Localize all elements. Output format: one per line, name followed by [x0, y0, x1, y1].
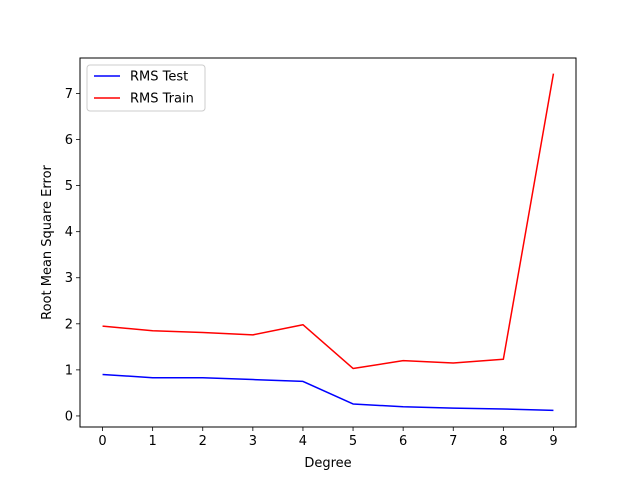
legend-label-2: RMS Train	[130, 92, 194, 107]
y-tick-label: 1	[65, 363, 73, 378]
x-tick-label: 3	[249, 434, 257, 449]
y-axis-ticks: 0 1 2 3 4 5 6 7	[65, 87, 80, 424]
x-tick-label: 0	[98, 434, 106, 449]
x-tick-label: 1	[149, 434, 157, 449]
y-tick-label: 2	[65, 317, 73, 332]
series-line-2	[102, 73, 555, 370]
legend-label-1: RMS Test	[130, 70, 188, 85]
series-line-1	[102, 373, 554, 412]
legend: RMS Test RMS Train	[86, 64, 206, 112]
x-tick-label: 2	[199, 434, 207, 449]
y-tick-label: 3	[65, 271, 73, 286]
x-tick-label: 7	[449, 434, 457, 449]
x-tick-label: 5	[349, 434, 357, 449]
x-tick-label: 6	[399, 434, 407, 449]
x-tick-label: 8	[499, 434, 507, 449]
x-axis-ticks: 0 1 2 3 4 5 6 7 8 9	[98, 427, 558, 449]
x-tick-label: 4	[299, 434, 307, 449]
x-tick-label: 9	[549, 434, 557, 449]
y-tick-label: 4	[65, 225, 73, 240]
y-tick-label: 5	[65, 179, 73, 194]
y-tick-label: 6	[65, 133, 73, 148]
y-axis-label: Root Mean Square Error	[40, 164, 55, 319]
y-tick-label: 7	[65, 87, 73, 102]
x-axis-label: Degree	[304, 456, 351, 471]
series-layer	[102, 73, 555, 412]
y-tick-label: 0	[65, 409, 73, 424]
plot-frame	[79, 57, 577, 428]
